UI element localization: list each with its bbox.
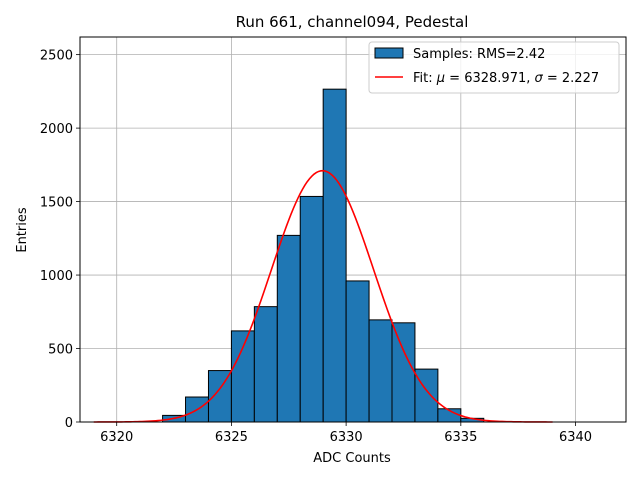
y-tick-label: 2500 <box>40 49 73 64</box>
x-axis-label: ADC Counts <box>313 451 391 466</box>
x-tick-label: 6330 <box>330 430 363 445</box>
histogram-bar <box>368 319 393 423</box>
histogram-bar <box>207 370 232 423</box>
histogram-bar <box>230 330 255 423</box>
plot-frame <box>79 36 627 423</box>
y-tick-label: 500 <box>48 343 73 358</box>
fit-curve <box>93 169 553 423</box>
y-tick-label: 1000 <box>40 269 73 284</box>
histogram-bar <box>253 306 278 423</box>
x-tick-label: 6340 <box>559 430 592 445</box>
y-tick-label: 1500 <box>40 196 73 211</box>
histogram-bar <box>299 195 324 423</box>
x-tick-label: 6320 <box>100 430 133 445</box>
y-axis-ticks: 0 500 1000 1500 2000 2500 <box>40 49 80 431</box>
x-tick-label: 6325 <box>215 430 248 445</box>
legend-fit-label: Fit: μ = 6328.971, σ = 2.227 <box>413 71 599 86</box>
histogram-bar <box>391 322 416 423</box>
legend-histogram-label: Samples: RMS=2.42 <box>413 47 545 62</box>
y-tick-label: 2000 <box>40 122 73 137</box>
legend-box <box>368 41 620 94</box>
legend-histogram-swatch <box>374 47 404 59</box>
chart-title: Run 661, channel094, Pedestal <box>236 13 469 31</box>
y-axis-label: Entries <box>15 207 30 253</box>
legend: Samples: RMS=2.42 Fit: μ = 6328.971, σ =… <box>368 41 620 94</box>
histogram-bar <box>414 368 439 423</box>
histogram-bars <box>162 88 485 423</box>
fit-layer <box>93 169 553 423</box>
histogram-bar <box>276 234 301 423</box>
histogram-bar <box>345 280 370 423</box>
histogram-bar <box>322 88 347 423</box>
x-axis-ticks: 6320 6325 6330 6335 6340 <box>100 422 592 445</box>
x-tick-label: 6335 <box>444 430 477 445</box>
y-tick-label: 0 <box>65 416 73 431</box>
